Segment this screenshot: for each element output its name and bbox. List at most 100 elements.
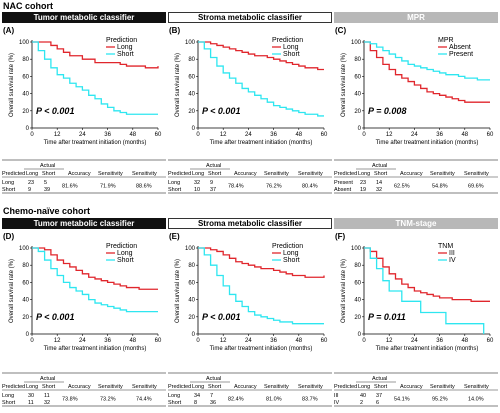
table-cell: 6 [376, 400, 379, 406]
y-tick-label: 100 [19, 40, 30, 46]
table-row-label: Long [168, 180, 180, 186]
km-plot: (B) 0 20 40 60 80 100 0 12 24 36 48 60 Time after tre… [169, 26, 328, 146]
table-col-accuracy: Accuracy [400, 384, 423, 390]
table-col-accuracy: Accuracy [68, 384, 91, 390]
y-axis-label: Overall survival rate (%) [9, 259, 15, 323]
x-tick-label: 24 [245, 338, 252, 344]
x-tick-label: 36 [270, 338, 277, 344]
table-sensitivity-value-2: 80.4% [302, 184, 318, 190]
x-tick-label: 60 [321, 132, 328, 138]
table-col-long: Long [192, 384, 204, 390]
y-tick-label: 20 [22, 315, 29, 321]
panel-letter: (F) [335, 232, 346, 241]
km-plot: (C) 0 20 40 60 80 100 0 12 24 36 48 60 Time after tre… [335, 26, 494, 146]
y-tick-label: 20 [354, 109, 361, 115]
y-axis-label: Overall survival rate (%) [175, 53, 181, 117]
table-accuracy-value: 54.1% [394, 397, 410, 403]
x-tick-label: 12 [220, 132, 227, 138]
y-tick-label: 40 [354, 298, 361, 304]
x-tick-label: 0 [30, 338, 34, 344]
table-sensitivity-value-2: 14.0% [468, 397, 484, 403]
legend-label: Present [449, 51, 473, 58]
table-row-label: Present [334, 180, 353, 186]
table-sensitivity-value-2: 88.6% [136, 184, 152, 190]
panel-header: TNM-stage [334, 218, 498, 229]
table-actual-label: Actual [372, 376, 387, 382]
confusion-table-f: Actual Predicted Long Short Accuracy Sensitiv… [334, 371, 498, 411]
y-tick-label: 0 [26, 126, 30, 132]
table-cell: 8 [194, 400, 197, 406]
y-tick-label: 100 [351, 246, 362, 252]
cohort-title-chemo-naive: Chemo-naïve cohort [3, 206, 91, 216]
p-value: P < 0.001 [36, 312, 74, 322]
x-tick-label: 60 [155, 338, 162, 344]
table-actual-label: Actual [40, 376, 55, 382]
table-col-short: Short [208, 384, 222, 390]
survival-curve-short [198, 247, 324, 325]
y-tick-label: 60 [188, 280, 195, 286]
survival-curve-long [32, 41, 159, 69]
legend-title: Prediction [272, 243, 303, 250]
table-sensitivity-value: 71.9% [100, 184, 116, 190]
y-tick-label: 80 [22, 57, 29, 63]
x-tick-label: 48 [295, 338, 302, 344]
km-plot: (A) 0 20 40 60 80 100 0 12 24 36 48 60 Time after tre… [3, 26, 162, 146]
table-row-label: Short [2, 400, 16, 406]
y-axis-label: Overall survival rate (%) [9, 53, 15, 117]
table-actual-label: Actual [206, 163, 221, 169]
survival-curve-iv [364, 247, 485, 334]
table-cell: 39 [44, 187, 50, 193]
legend-title: Prediction [106, 37, 137, 44]
legend-title: Prediction [272, 37, 303, 44]
panel-header: Stroma metabolic classifier [168, 12, 332, 23]
x-tick-label: 0 [362, 132, 366, 138]
table-predicted-label: Predicted [168, 384, 191, 390]
table-col-short: Short [374, 171, 388, 177]
x-tick-label: 36 [104, 338, 111, 344]
table-sensitivity-value: 95.2% [432, 397, 448, 403]
table-cell: 32 [194, 180, 200, 186]
survival-curve-long [32, 247, 158, 290]
table-col-long: Long [192, 171, 204, 177]
confusion-table-b: Actual Predicted Long Short Accuracy Sensitiv… [168, 158, 332, 198]
table-cell: 23 [28, 180, 34, 186]
p-value: P < 0.001 [202, 106, 240, 116]
table-col-short: Short [42, 384, 56, 390]
y-tick-label: 60 [188, 74, 195, 80]
table-sensitivity-value: 54.8% [432, 184, 448, 190]
x-tick-label: 60 [155, 132, 162, 138]
x-tick-label: 60 [487, 132, 494, 138]
panel-letter: (A) [3, 26, 14, 35]
table-sensitivity-value-2: 83.7% [302, 397, 318, 403]
km-panel-a: Tumor metabolic classifier (A) 0 20 40 60 80 1… [2, 12, 166, 147]
legend-label: IV [449, 257, 456, 264]
legend-label: Long [283, 44, 299, 51]
table-actual-label: Actual [372, 163, 387, 169]
survival-curve-long [198, 247, 325, 278]
table-sensitivity-value-2: 69.6% [468, 184, 484, 190]
table-cell: 37 [210, 187, 216, 193]
x-tick-label: 36 [436, 132, 443, 138]
survival-curve-absent [364, 41, 490, 103]
table-row-label: Long [168, 393, 180, 399]
x-tick-label: 60 [321, 338, 328, 344]
y-tick-label: 20 [354, 315, 361, 321]
table-col-long: Long [358, 171, 370, 177]
table-row-label: Absent [334, 187, 352, 193]
y-tick-label: 60 [354, 74, 361, 80]
y-tick-label: 40 [354, 92, 361, 98]
p-value: P < 0.001 [202, 312, 240, 322]
panel-header: Tumor metabolic classifier [2, 218, 166, 229]
y-tick-label: 100 [351, 40, 362, 46]
x-tick-label: 48 [129, 132, 136, 138]
x-tick-label: 0 [196, 338, 200, 344]
x-tick-label: 36 [436, 338, 443, 344]
table-cell: 19 [360, 187, 366, 193]
table-row-label: IV [334, 400, 340, 406]
x-axis-label: Time after treatment initiation (months) [44, 140, 147, 146]
table-cell: 14 [376, 180, 382, 186]
x-tick-label: 12 [386, 338, 393, 344]
legend-label: Short [283, 51, 300, 58]
table-cell: 36 [210, 400, 216, 406]
table-cell: 40 [360, 393, 366, 399]
